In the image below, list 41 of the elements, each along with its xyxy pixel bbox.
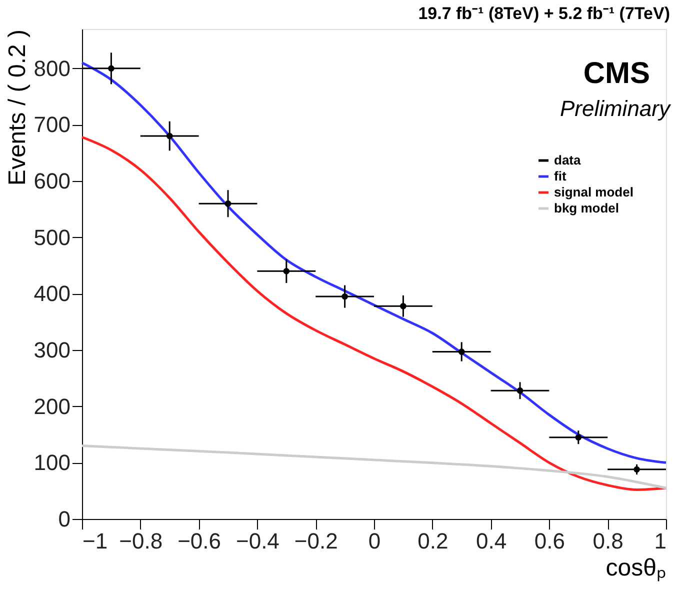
x-tick-label: 0	[368, 528, 381, 554]
x-tick-label: 0.4	[476, 528, 507, 554]
y-axis-title: Events / ( 0.2 )	[4, 30, 31, 186]
point	[342, 293, 348, 300]
legend-label: fit	[554, 168, 567, 184]
x-axis-title: cosθₚ	[606, 554, 666, 582]
legend-label: signal model	[554, 184, 634, 200]
x-tick-label: −0.4	[236, 528, 280, 554]
x-tick-label: 0.2	[418, 528, 448, 554]
point	[283, 268, 290, 274]
point	[166, 132, 173, 140]
y-tick-label: 0	[58, 506, 70, 532]
annotation: CMS	[583, 57, 650, 90]
y-tick-label: 600	[34, 168, 70, 194]
annotation: Preliminary	[560, 96, 672, 121]
point	[108, 65, 114, 72]
x-tick-label: 1	[654, 528, 666, 554]
x-tick-label: −0.8	[119, 528, 163, 554]
y-tick-label: 200	[34, 394, 70, 419]
line-series	[80, 136, 668, 491]
y-tick-label: 100	[34, 450, 70, 476]
point	[634, 466, 640, 473]
legend-label: data	[554, 152, 582, 168]
y-tick-label: 400	[34, 281, 70, 306]
legend-label: bkg model	[554, 200, 620, 216]
y-tick-label: 300	[34, 338, 70, 363]
x-tick-label: 0.6	[534, 528, 565, 554]
point	[458, 348, 465, 355]
x-tick-label: 0.8	[592, 528, 624, 554]
y-tick-label: 500	[34, 224, 70, 250]
line-series	[80, 444, 668, 490]
point	[400, 302, 406, 310]
chart-title: 19.7 fb⁻¹ (8TeV) + 5.2 fb⁻¹ (7TeV)	[418, 4, 670, 23]
point	[516, 387, 524, 394]
x-tick-label: −1	[82, 528, 108, 554]
x-tick-label: −0.2	[294, 528, 338, 554]
x-tick-label: −0.6	[178, 528, 222, 554]
point	[224, 200, 232, 207]
point	[575, 434, 582, 440]
y-tick-label: 700	[34, 112, 70, 138]
y-tick-label: 800	[34, 56, 70, 81]
